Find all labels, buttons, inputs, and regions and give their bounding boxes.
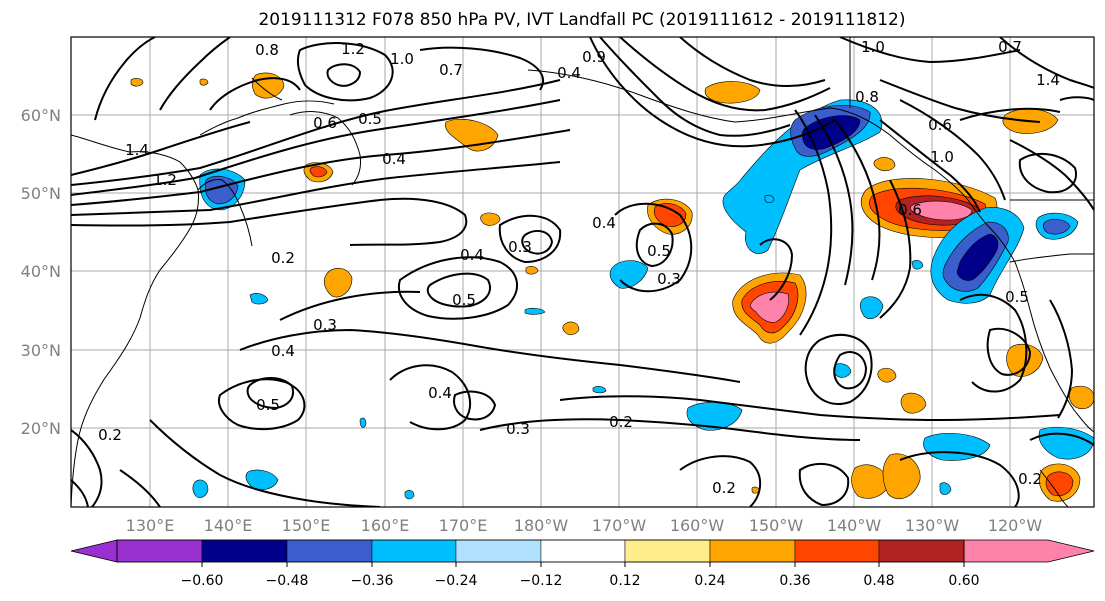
lon-label: 130°E: [126, 516, 175, 535]
colorbar-segment: [540, 539, 626, 563]
colorbar-tick-label: 0.60: [948, 573, 979, 589]
contour-label: 1.4: [125, 141, 149, 159]
colorbar-ticks: [201, 562, 965, 567]
lon-label: 130°W: [905, 516, 960, 535]
lon-label: 170°E: [439, 516, 488, 535]
contour-label: 0.2: [712, 479, 736, 497]
contour-label: 0.4: [592, 214, 616, 232]
lon-label: 160°E: [361, 516, 410, 535]
contour-labels: 0.8 1.2 1.0 0.7 0.4 0.9 1.0 0.7 0.8 0.6 …: [98, 38, 1060, 497]
colorbar-segment: [116, 539, 203, 563]
contour-label: 0.6: [928, 116, 952, 134]
contour-label: 0.2: [271, 249, 295, 267]
contour-label: 0.6: [898, 201, 922, 219]
gridlines: [71, 37, 1094, 507]
colorbar-segment: [201, 539, 288, 563]
contour-label: 0.5: [452, 291, 476, 309]
colorbar-tick-label: −0.36: [351, 573, 394, 589]
lat-label: 30°N: [21, 341, 61, 360]
lon-label: 170°W: [592, 516, 647, 535]
contour-label: 0.7: [998, 38, 1022, 56]
contour-label: 0.4: [460, 246, 484, 264]
lon-label: 150°W: [749, 516, 804, 535]
colorbar-tick-label: 0.48: [863, 573, 894, 589]
lon-label: 140°W: [827, 516, 882, 535]
colorbar-segment: [878, 539, 965, 563]
map-panel: 0.8 1.2 1.0 0.7 0.4 0.9 1.0 0.7 0.8 0.6 …: [70, 36, 1095, 508]
lat-label: 20°N: [21, 419, 61, 438]
contour-label: 0.4: [382, 150, 406, 168]
colorbar-segment: [794, 539, 880, 563]
colorbar-tick-label: −0.12: [520, 573, 563, 589]
contour-label: 1.0: [930, 148, 954, 166]
lat-label: 60°N: [21, 106, 61, 125]
colorbar-tick-label: 0.12: [609, 573, 640, 589]
contour-label: 1.4: [1036, 71, 1060, 89]
contour-label: 0.5: [1005, 288, 1029, 306]
contour-label: 0.6: [313, 114, 337, 132]
contour-label: 0.3: [508, 238, 532, 256]
colorbar-tick-label: −0.48: [266, 573, 309, 589]
contour-label: 0.4: [271, 342, 295, 360]
contour-label: 0.5: [647, 242, 671, 260]
contour-label: 0.7: [439, 61, 463, 79]
colorbar-segment: [455, 539, 542, 563]
lon-label: 150°E: [282, 516, 331, 535]
contour-label: 0.8: [255, 41, 279, 59]
contour-label: 1.2: [341, 40, 365, 58]
colorbar-segment: [371, 539, 457, 563]
colorbar: −0.60 −0.48 −0.36 −0.24 −0.12 0.12 0.24 …: [70, 539, 1095, 589]
contour-label: 0.2: [609, 413, 633, 431]
lon-label: 180°W: [514, 516, 569, 535]
contour-label: 0.4: [557, 64, 581, 82]
contour-label: 0.5: [358, 110, 382, 128]
contour-label: 0.9: [582, 48, 606, 66]
contour-label: 0.2: [1018, 470, 1042, 488]
lon-label: 160°W: [670, 516, 725, 535]
longitude-labels: 130°E 140°E 150°E 160°E 170°E 180°W 170°…: [126, 516, 1043, 535]
lat-label: 50°N: [21, 184, 61, 203]
colorbar-segment: [709, 539, 796, 563]
map-frame: [70, 36, 1095, 508]
colorbar-segment: [624, 539, 711, 563]
colorbar-tick-label: 0.24: [694, 573, 725, 589]
colorbar-tick-label: 0.36: [779, 573, 810, 589]
contour-label: 0.8: [855, 88, 879, 106]
figure-title: 2019111312 F078 850 hPa PV, IVT Landfall…: [258, 10, 905, 30]
contour-label: 1.0: [390, 50, 414, 68]
colorbar-tick-label: −0.60: [181, 573, 224, 589]
colorbar-tick-label: −0.24: [435, 573, 478, 589]
latitude-labels: 60°N 50°N 40°N 30°N 20°N: [21, 106, 61, 438]
contour-label: 0.2: [98, 426, 122, 444]
colorbar-segment: [286, 539, 373, 563]
contour-label: 0.3: [657, 270, 681, 288]
shaded-negative-anomalies: [192, 99, 1094, 500]
colorbar-max-extension: [963, 539, 1095, 563]
lon-label: 140°E: [204, 516, 253, 535]
pv-contours: [71, 37, 1094, 507]
contour-label: 0.4: [428, 384, 452, 402]
lon-label: 120°W: [988, 516, 1043, 535]
contour-label: 1.0: [861, 38, 885, 56]
coastlines: [71, 37, 1094, 507]
contour-label: 1.2: [153, 171, 177, 189]
contour-label: 0.3: [313, 316, 337, 334]
lat-label: 40°N: [21, 262, 61, 281]
colorbar-min-extension: [70, 539, 118, 563]
contour-label: 0.5: [256, 396, 280, 414]
contour-label: 0.3: [506, 420, 530, 438]
